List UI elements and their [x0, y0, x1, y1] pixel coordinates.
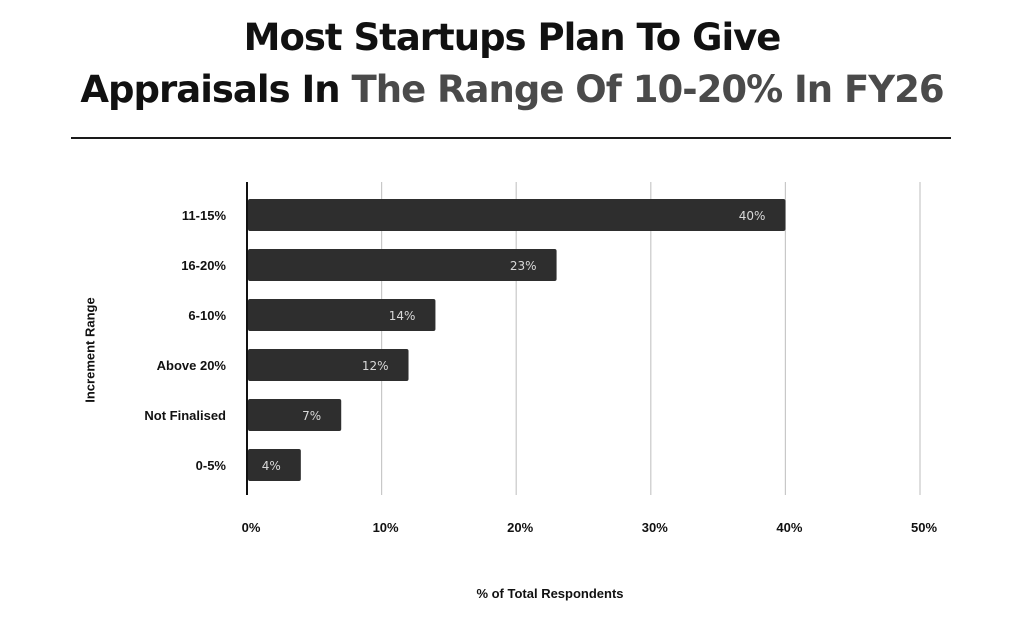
bar	[248, 199, 786, 231]
y-tick-label: 6-10%	[188, 308, 226, 323]
y-tick-label: 0-5%	[196, 458, 227, 473]
x-tick-label: 20%	[507, 520, 533, 535]
chart-title: Most Startups Plan To Give Appraisals In…	[0, 12, 1024, 116]
x-tick-label: 50%	[911, 520, 937, 535]
data-label: 7%	[302, 409, 321, 423]
bar	[248, 249, 557, 281]
data-label: 12%	[362, 359, 389, 373]
y-tick-label: 16-20%	[181, 258, 226, 273]
title-line-1: Most Startups Plan To Give	[243, 16, 782, 59]
bar	[248, 399, 342, 431]
data-label: 14%	[389, 309, 416, 323]
data-label: 4%	[262, 459, 281, 473]
data-label: 23%	[510, 259, 537, 273]
data-label: 40%	[739, 209, 766, 223]
title-line-2-highlight: The Range Of 10-20% In FY26	[351, 68, 944, 111]
x-axis-label: % of Total Respondents	[476, 586, 624, 601]
title-line-2-dark: Appraisals In	[80, 68, 352, 111]
x-tick-label: 40%	[776, 520, 802, 535]
title-divider	[71, 137, 951, 139]
y-tick-label: Above 20%	[157, 358, 227, 373]
x-tick-label: 0%	[242, 520, 261, 535]
bar	[248, 299, 436, 331]
title-line-2: Appraisals In The Range Of 10-20% In FY2…	[0, 64, 1024, 116]
y-tick-label: 11-15%	[182, 208, 227, 223]
bar	[248, 349, 409, 381]
y-tick-label: Not Finalised	[144, 408, 226, 423]
x-tick-label: 10%	[373, 520, 399, 535]
x-tick-label: 30%	[642, 520, 668, 535]
bar	[248, 449, 301, 481]
y-axis-label: Increment Range	[82, 297, 98, 403]
